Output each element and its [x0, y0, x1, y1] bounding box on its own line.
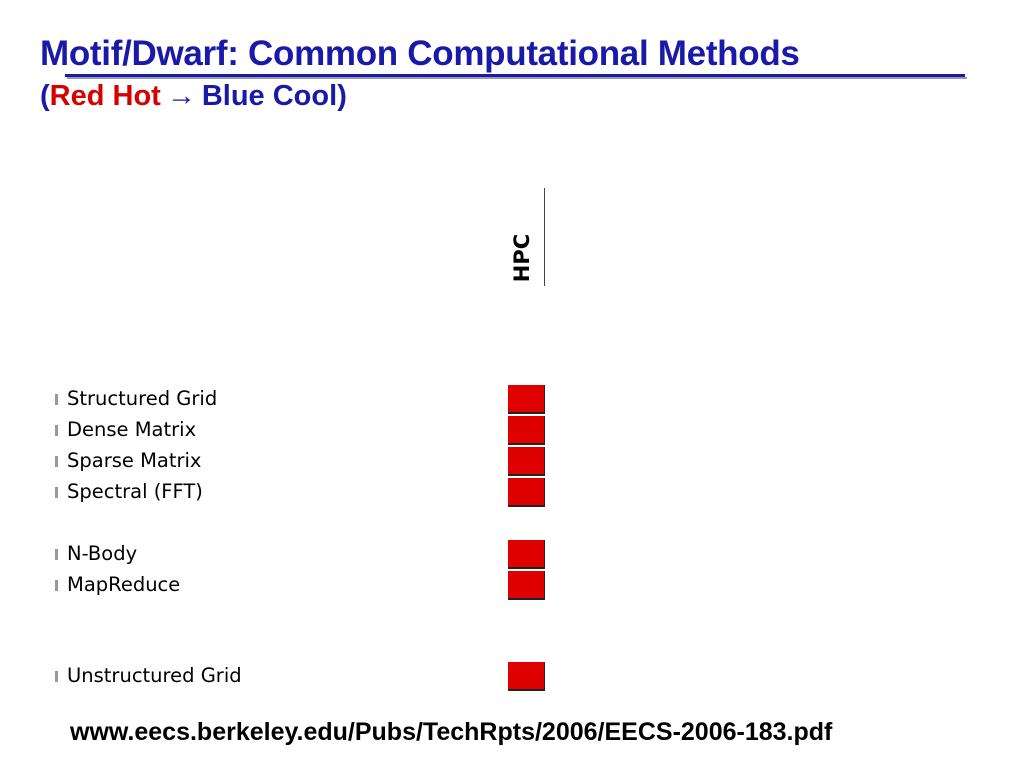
bullet-marker [55, 671, 58, 682]
motif-name: Structured Grid [67, 387, 218, 410]
heat-cell-hpc [508, 416, 545, 445]
right-arrow-icon: → [166, 80, 196, 112]
motif-row-label: Structured Grid [55, 384, 275, 414]
motif-name: Sparse Matrix [67, 449, 202, 472]
motif-name: Unstructured Grid [67, 664, 242, 687]
motif-name: N-Body [67, 542, 138, 565]
heat-cell-hpc [508, 447, 545, 476]
motif-row-label: Spectral (FFT) [55, 477, 275, 507]
bullet-marker [55, 549, 58, 560]
title-underline [65, 74, 965, 77]
bullet-marker [55, 456, 58, 467]
bullet-marker [55, 425, 58, 436]
heat-cell-hpc [508, 571, 545, 600]
motif-name: Dense Matrix [67, 418, 197, 441]
bullet-marker [55, 487, 58, 498]
subtitle-open-paren: ( [40, 80, 50, 112]
title-underline-shadow [67, 77, 967, 79]
heat-cell-hpc [508, 385, 545, 414]
column-header-hpc: HPC [500, 188, 545, 286]
subtitle-red-hot: Red Hot [49, 80, 161, 112]
motif-row-label: Unstructured Grid [55, 661, 275, 691]
column-header-rule [544, 188, 545, 286]
heat-cell-hpc [508, 662, 545, 691]
motif-name: MapReduce [67, 573, 181, 596]
column-header-label: HPC [510, 233, 534, 283]
motif-row-label: N-Body [55, 539, 275, 569]
footer-url: www.eecs.berkeley.edu/Pubs/TechRpts/2006… [70, 718, 833, 746]
motif-name: Spectral (FFT) [67, 480, 203, 503]
motif-row-label: Sparse Matrix [55, 446, 275, 476]
slide-title: Motif/Dwarf: Common Computational Method… [40, 34, 800, 73]
motif-row-label: MapReduce [55, 570, 275, 600]
heat-cell-hpc [508, 478, 545, 507]
heat-cell-hpc [508, 540, 545, 569]
subtitle: (Red Hot → Blue Cool) [40, 80, 347, 113]
bullet-marker [55, 580, 58, 591]
subtitle-blue-cool: Blue Cool [201, 80, 338, 112]
motif-row-label: Dense Matrix [55, 415, 275, 445]
subtitle-close-paren: ) [337, 80, 347, 112]
bullet-marker [55, 394, 58, 405]
